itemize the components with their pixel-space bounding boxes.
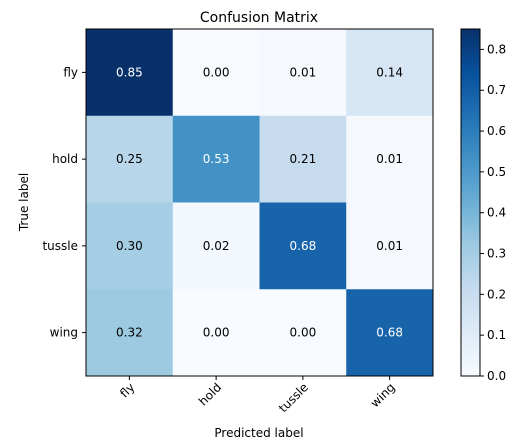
x-tick-label: wing [368, 380, 398, 410]
cell-value-label: 0.00 [203, 65, 230, 79]
heatmap-cell [346, 115, 434, 203]
cell-value-label: 0.68 [290, 239, 317, 253]
heatmap-cell [172, 29, 260, 117]
cell-value-label: 0.21 [290, 152, 317, 166]
heatmap-cell [86, 289, 174, 377]
cell-value-label: 0.01 [376, 239, 403, 253]
x-tick-label: hold [196, 380, 224, 408]
x-axis-ticks: fly hold tussle wing [117, 376, 398, 415]
heatmap-cell [259, 29, 347, 117]
colorbar-tick-label: 0.2 [487, 287, 506, 301]
colorbar-tick-label: 0.7 [487, 83, 506, 97]
colorbar-tick-label: 0.4 [487, 206, 506, 220]
heatmap-cell [259, 289, 347, 377]
colorbar-tick-label: 0.5 [487, 165, 506, 179]
y-axis-ticks: fly hold tussle wing [42, 65, 86, 340]
cell-value-label: 0.53 [203, 152, 230, 166]
heatmap-cell [259, 115, 347, 203]
y-tick-label: hold [52, 152, 78, 166]
x-axis-label: Predicted label [214, 426, 303, 440]
cell-value-label: 0.00 [203, 326, 230, 340]
heatmap-cell [259, 202, 347, 290]
colorbar-ticks: 0.0 0.1 0.2 0.3 0.4 0.5 0.6 0.7 0.8 [480, 42, 506, 383]
cell-value-label: 0.30 [116, 239, 143, 253]
y-tick-label: tussle [42, 239, 78, 253]
plot-frame [85, 28, 434, 377]
heatmap-cell [86, 202, 174, 290]
colorbar-tick-label: 0.1 [487, 328, 506, 342]
cell-value-label: 0.25 [116, 152, 143, 166]
heatmap-cell [346, 202, 434, 290]
cell-value-label: 0.02 [203, 239, 230, 253]
cell-value-label: 0.68 [376, 326, 403, 340]
cell-value-label: 0.32 [116, 326, 143, 340]
heatmap-cell [346, 289, 434, 377]
cell-value-label: 0.01 [290, 65, 317, 79]
colorbar-tick-label: 0.3 [487, 247, 506, 261]
y-tick-label: wing [50, 326, 78, 340]
colorbar-tick-label: 0.8 [487, 42, 506, 56]
heatmap-cell [172, 115, 260, 203]
y-tick-label: fly [63, 65, 78, 79]
cell-value-label: 0.14 [376, 65, 403, 79]
chart-title: Confusion Matrix [200, 10, 318, 26]
heatmap-cell-labels: 0.85 0.00 0.01 0.14 0.25 0.53 0.21 0.01 0.30 0.02… [116, 65, 403, 339]
cell-value-label: 0.85 [116, 65, 143, 79]
colorbar-tick-label: 0.0 [487, 369, 506, 383]
colorbar [460, 28, 481, 377]
colorbar-tick-label: 0.6 [487, 124, 506, 138]
x-tick-label: fly [117, 380, 137, 400]
heatmap-cell [172, 202, 260, 290]
cell-value-label: 0.00 [290, 326, 317, 340]
cell-value-label: 0.01 [376, 152, 403, 166]
y-axis-label: True label [17, 173, 31, 232]
heatmap-cell [86, 29, 174, 117]
heatmap-cell [86, 115, 174, 203]
heatmap-cell [346, 29, 434, 117]
x-tick-label: tussle [276, 380, 311, 415]
heatmap-cell [172, 289, 260, 377]
heatmap-cells [86, 29, 434, 377]
